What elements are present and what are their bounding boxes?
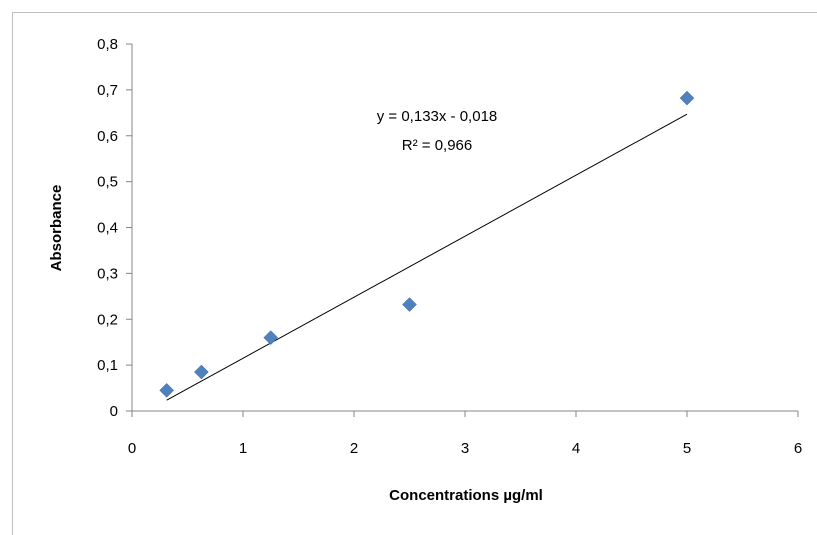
x-axis-ticks: 0 1 2 3 4 5 6	[128, 411, 802, 457]
y-tick-label: 0,3	[97, 265, 118, 282]
trendline	[166, 113, 688, 401]
trendline-equation: y = 0,133x - 0,018	[377, 108, 498, 125]
data-points	[159, 90, 695, 398]
x-tick-label: 1	[239, 440, 247, 457]
axes	[131, 44, 798, 412]
x-tick-label: 4	[572, 440, 580, 457]
trendline-r-squared: R² = 0,966	[402, 137, 472, 154]
x-tick-label: 3	[461, 440, 469, 457]
data-point	[159, 383, 175, 398]
x-tick-label: 5	[683, 440, 691, 457]
x-axis-title: Concentrations µg/ml	[389, 487, 543, 504]
x-tick-label: 0	[128, 440, 136, 457]
y-tick-label: 0	[110, 403, 118, 420]
y-tick-label: 0,4	[97, 220, 118, 237]
data-point	[402, 297, 417, 312]
x-tick-label: 6	[794, 440, 802, 457]
y-tick-label: 0,5	[97, 174, 118, 191]
y-tick-label: 0,2	[97, 311, 118, 328]
y-axis-ticks: 0 0,1 0,2 0,3 0,4 0,5 0,6 0,7 0,8	[97, 36, 132, 420]
y-tick-label: 0,6	[97, 128, 118, 145]
x-tick-label: 2	[350, 440, 358, 457]
trendline-line	[166, 113, 688, 401]
data-point	[679, 90, 695, 106]
y-tick-label: 0,8	[97, 36, 118, 53]
data-point	[194, 364, 209, 380]
y-tick-label: 0,7	[97, 82, 118, 99]
y-axis-title: Absorbance	[48, 185, 65, 272]
data-point	[263, 330, 279, 345]
y-tick-label: 0,1	[97, 357, 118, 374]
